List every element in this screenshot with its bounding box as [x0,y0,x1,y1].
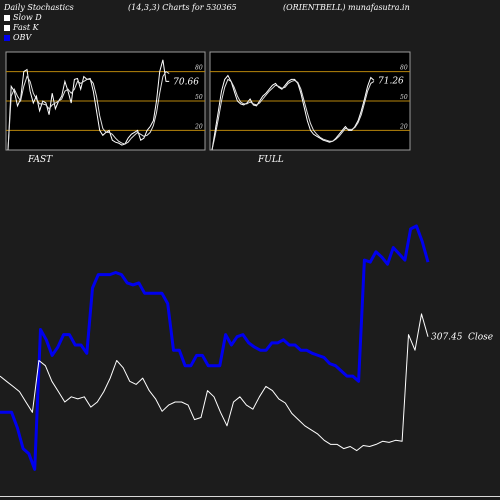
close-series-line [0,313,429,452]
chart-header-settings: (14,3,3) Charts for 530365 [128,3,237,12]
legend-swatch-fast-k [4,24,10,31]
chart-header-symbol: (ORIENTBELL) munafasutra.in [283,3,410,12]
fast-tick-label-80: 80 [195,65,203,72]
full-panel-title: FULL [257,155,284,165]
legend-swatch-slow-d [4,14,10,21]
full-series-line-slow-d [211,78,375,151]
legend-item-slow-d: Slow D [4,13,42,22]
fast-last-value-label: 70.66 [173,77,199,87]
full-last-value-label: 71.26 [378,76,404,86]
full-tick-label-80: 80 [400,65,408,72]
legend-swatch-obv [4,34,10,41]
fast-tick-label-20: 20 [194,123,203,130]
fast-series-line-slow-d [7,70,170,151]
close-last-value-suffix: Close [468,333,493,343]
chart-header-title: Daily Stochastics [4,3,74,12]
obv-series-line [0,224,430,471]
legend-label-fast-k: Fast K [13,23,39,32]
full-tick-label-50: 50 [400,94,408,101]
legend-item-fast-k: Fast K [4,23,39,32]
full-tick-label-20: 20 [399,123,408,130]
fast-tick-label-50: 50 [195,94,203,101]
legend-label-slow-d: Slow D [13,13,42,22]
bottom-border [0,496,500,497]
close-last-value-label: 307.45 [431,333,463,343]
fast-panel-title: FAST [27,155,53,165]
legend-item-obv: OBV [4,33,31,42]
legend-label-obv: OBV [13,33,32,42]
